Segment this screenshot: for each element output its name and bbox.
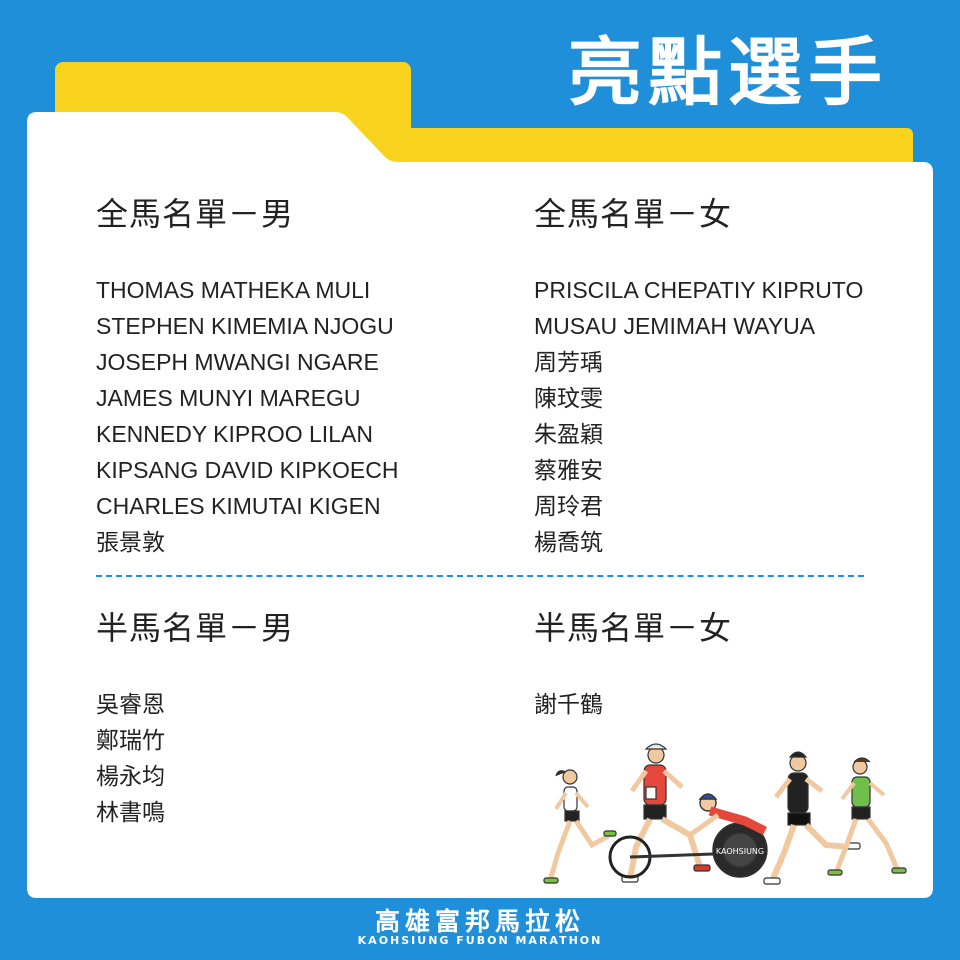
wheelchair-racer: KAOHSIUNG	[608, 793, 768, 879]
runners-illustration: KAOHSIUNG	[543, 743, 907, 885]
list-item: CHARLES KIMUTAI KIGEN	[96, 493, 381, 519]
list-item: THOMAS MATHEKA MULI	[96, 277, 371, 303]
list-item: 陳玟雯	[534, 385, 603, 411]
half-female-heading: 半馬名單－女	[534, 609, 733, 647]
runner-figure	[763, 751, 861, 885]
full-male-list: THOMAS MATHEKA MULI STEPHEN KIMEMIA NJOG…	[96, 272, 398, 560]
full-male-heading: 全馬名單－男	[96, 195, 295, 233]
list-item: JOSEPH MWANGI NGARE	[96, 349, 379, 375]
list-item: 楊永均	[96, 763, 165, 789]
list-item: 鄭瑞竹	[96, 727, 165, 753]
footer-brand-en: KAOHSIUNG FUBON MARATHON	[357, 934, 603, 947]
list-item: STEPHEN KIMEMIA NJOGU	[96, 313, 394, 339]
runner-figure	[621, 743, 711, 883]
wheel-label: KAOHSIUNG	[716, 847, 764, 856]
list-item: 吳睿恩	[96, 691, 165, 717]
list-item: 林書鳴	[96, 799, 165, 825]
list-item: 周芳瑀	[534, 349, 603, 375]
page-title: 亮點選手	[568, 30, 888, 116]
list-item: PRISCILA CHEPATIY KIPRUTO	[534, 277, 864, 303]
list-item: 楊喬筑	[534, 529, 603, 555]
list-item: KIPSANG DAVID KIPKOECH	[96, 457, 399, 483]
list-item: MUSAU JEMIMAH WAYUA	[534, 313, 816, 339]
full-female-heading: 全馬名單－女	[534, 195, 733, 233]
list-item: 張景敦	[96, 529, 165, 555]
half-female-list: 謝千鶴	[534, 686, 603, 722]
list-item: 朱盈穎	[534, 421, 603, 447]
half-male-list: 吳睿恩 鄭瑞竹 楊永均 林書鳴	[96, 686, 165, 830]
full-female-list: PRISCILA CHEPATIY KIPRUTO MUSAU JEMIMAH …	[534, 272, 863, 560]
list-item: 蔡雅安	[534, 457, 603, 483]
list-item: 周玲君	[534, 493, 603, 519]
runner-figure	[543, 769, 617, 884]
list-item: KENNEDY KIPROO LILAN	[96, 421, 373, 447]
list-item: JAMES MUNYI MAREGU	[96, 385, 361, 411]
half-male-heading: 半馬名單－男	[96, 609, 295, 647]
section-divider	[96, 575, 864, 577]
runner-figure	[827, 757, 907, 876]
footer-brand-cn: 高雄富邦馬拉松	[374, 907, 585, 936]
list-item: 謝千鶴	[534, 691, 603, 717]
